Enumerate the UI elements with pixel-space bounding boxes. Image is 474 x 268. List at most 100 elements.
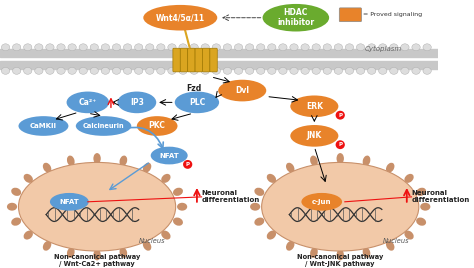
Ellipse shape xyxy=(404,174,414,183)
Text: Neuronal
differentiation: Neuronal differentiation xyxy=(411,190,470,203)
Ellipse shape xyxy=(179,44,187,51)
Ellipse shape xyxy=(256,44,265,51)
Ellipse shape xyxy=(379,44,387,51)
FancyBboxPatch shape xyxy=(173,48,180,72)
Ellipse shape xyxy=(118,92,156,113)
Ellipse shape xyxy=(267,230,276,240)
Ellipse shape xyxy=(346,68,354,74)
Ellipse shape xyxy=(135,44,143,51)
Ellipse shape xyxy=(404,230,414,240)
Ellipse shape xyxy=(337,153,344,164)
Ellipse shape xyxy=(279,44,287,51)
Ellipse shape xyxy=(79,44,87,51)
Ellipse shape xyxy=(201,68,210,74)
Ellipse shape xyxy=(290,95,338,117)
Ellipse shape xyxy=(390,44,398,51)
Ellipse shape xyxy=(101,68,109,74)
Ellipse shape xyxy=(24,68,32,74)
Ellipse shape xyxy=(168,44,176,51)
Ellipse shape xyxy=(301,193,342,211)
Text: Calcineurin: Calcineurin xyxy=(83,123,124,129)
Ellipse shape xyxy=(46,44,54,51)
Ellipse shape xyxy=(423,68,431,74)
Ellipse shape xyxy=(246,68,254,74)
Text: NFAT: NFAT xyxy=(59,199,79,205)
Ellipse shape xyxy=(390,68,398,74)
Text: P: P xyxy=(338,142,342,147)
Ellipse shape xyxy=(337,250,344,260)
Ellipse shape xyxy=(356,44,365,51)
Ellipse shape xyxy=(143,241,151,251)
Ellipse shape xyxy=(334,68,343,74)
Ellipse shape xyxy=(79,68,87,74)
Ellipse shape xyxy=(57,68,65,74)
Ellipse shape xyxy=(423,44,431,51)
Text: CaMKII: CaMKII xyxy=(30,123,57,129)
Ellipse shape xyxy=(310,155,318,166)
Ellipse shape xyxy=(255,188,264,196)
Ellipse shape xyxy=(234,68,243,74)
Ellipse shape xyxy=(363,155,370,166)
Ellipse shape xyxy=(157,44,165,51)
Ellipse shape xyxy=(135,68,143,74)
Ellipse shape xyxy=(43,163,51,173)
Ellipse shape xyxy=(401,68,409,74)
Text: PLC: PLC xyxy=(189,98,205,107)
Ellipse shape xyxy=(183,160,192,169)
Ellipse shape xyxy=(90,44,99,51)
FancyBboxPatch shape xyxy=(210,48,217,72)
Ellipse shape xyxy=(12,68,21,74)
Text: Cytoplasm: Cytoplasm xyxy=(365,46,402,52)
Text: Fzd: Fzd xyxy=(187,84,202,93)
Ellipse shape xyxy=(367,44,376,51)
Ellipse shape xyxy=(119,247,127,258)
Ellipse shape xyxy=(123,44,132,51)
Ellipse shape xyxy=(286,241,294,251)
Ellipse shape xyxy=(11,188,21,196)
Text: = Proved signaling: = Proved signaling xyxy=(364,12,422,17)
Ellipse shape xyxy=(18,116,68,136)
Ellipse shape xyxy=(218,80,266,101)
Ellipse shape xyxy=(67,247,74,258)
Ellipse shape xyxy=(18,162,176,251)
Ellipse shape xyxy=(250,203,260,211)
Ellipse shape xyxy=(35,68,43,74)
Ellipse shape xyxy=(312,44,320,51)
Ellipse shape xyxy=(151,147,188,164)
Bar xyxy=(0,49,438,57)
Text: PKC: PKC xyxy=(149,121,165,131)
Ellipse shape xyxy=(323,44,331,51)
Ellipse shape xyxy=(161,174,171,183)
Ellipse shape xyxy=(386,241,394,251)
Ellipse shape xyxy=(263,4,329,32)
Ellipse shape xyxy=(334,44,343,51)
FancyBboxPatch shape xyxy=(195,48,202,72)
Ellipse shape xyxy=(137,116,177,136)
Ellipse shape xyxy=(24,230,33,240)
Text: HDAC
inhibitor: HDAC inhibitor xyxy=(277,8,314,27)
Text: JNK: JNK xyxy=(307,131,322,140)
Ellipse shape xyxy=(420,203,430,211)
Ellipse shape xyxy=(146,44,154,51)
Ellipse shape xyxy=(367,68,376,74)
Ellipse shape xyxy=(386,163,394,173)
Ellipse shape xyxy=(157,68,165,74)
Ellipse shape xyxy=(190,44,198,51)
Ellipse shape xyxy=(1,44,9,51)
Ellipse shape xyxy=(301,68,309,74)
Text: ERK: ERK xyxy=(306,102,323,111)
Ellipse shape xyxy=(336,111,345,120)
Ellipse shape xyxy=(143,163,151,173)
Text: P: P xyxy=(186,162,190,167)
Text: NFAT: NFAT xyxy=(159,152,179,159)
Ellipse shape xyxy=(212,44,220,51)
Text: P: P xyxy=(338,113,342,118)
FancyBboxPatch shape xyxy=(202,48,210,72)
Ellipse shape xyxy=(1,68,9,74)
Ellipse shape xyxy=(101,44,109,51)
Text: IP3: IP3 xyxy=(130,98,144,107)
Text: Dvl: Dvl xyxy=(235,86,249,95)
Ellipse shape xyxy=(256,68,265,74)
Ellipse shape xyxy=(90,68,99,74)
Ellipse shape xyxy=(175,92,219,113)
